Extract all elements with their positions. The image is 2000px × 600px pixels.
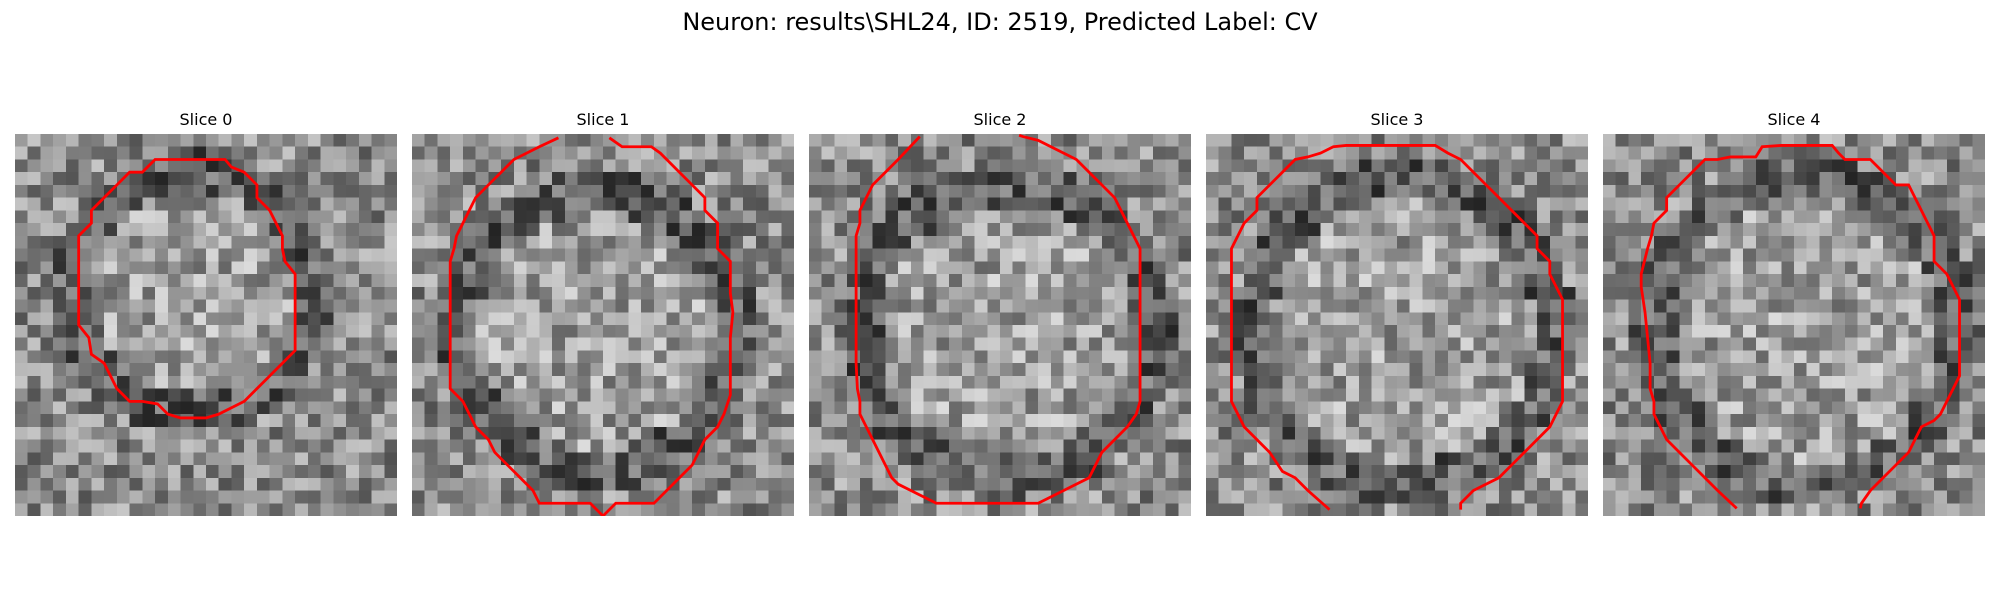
slice-panel-4: Slice 4: [1603, 110, 1985, 516]
slice-contour-1: [448, 136, 735, 516]
figure-title: Neuron: results\SHL24, ID: 2519, Predict…: [682, 8, 1318, 36]
slice-title-2: Slice 2: [973, 110, 1027, 129]
slice-title-4: Slice 4: [1767, 110, 1821, 129]
slice-title-0: Slice 0: [179, 110, 233, 129]
slice-panel-0: Slice 0: [15, 110, 397, 516]
slice-title-1: Slice 1: [576, 110, 630, 129]
slice-panel-1: Slice 1: [412, 110, 794, 516]
slice-contour-4: [1639, 144, 1961, 510]
slice-contour-3: [1230, 144, 1564, 511]
slice-contour-0: [77, 158, 297, 420]
slice-panel-3: Slice 3: [1206, 110, 1588, 516]
slice-panel-2: Slice 2: [809, 110, 1191, 516]
slice-title-3: Slice 3: [1370, 110, 1424, 129]
slice-image-2: [809, 134, 1191, 516]
slice-contour-2: [854, 134, 1142, 505]
